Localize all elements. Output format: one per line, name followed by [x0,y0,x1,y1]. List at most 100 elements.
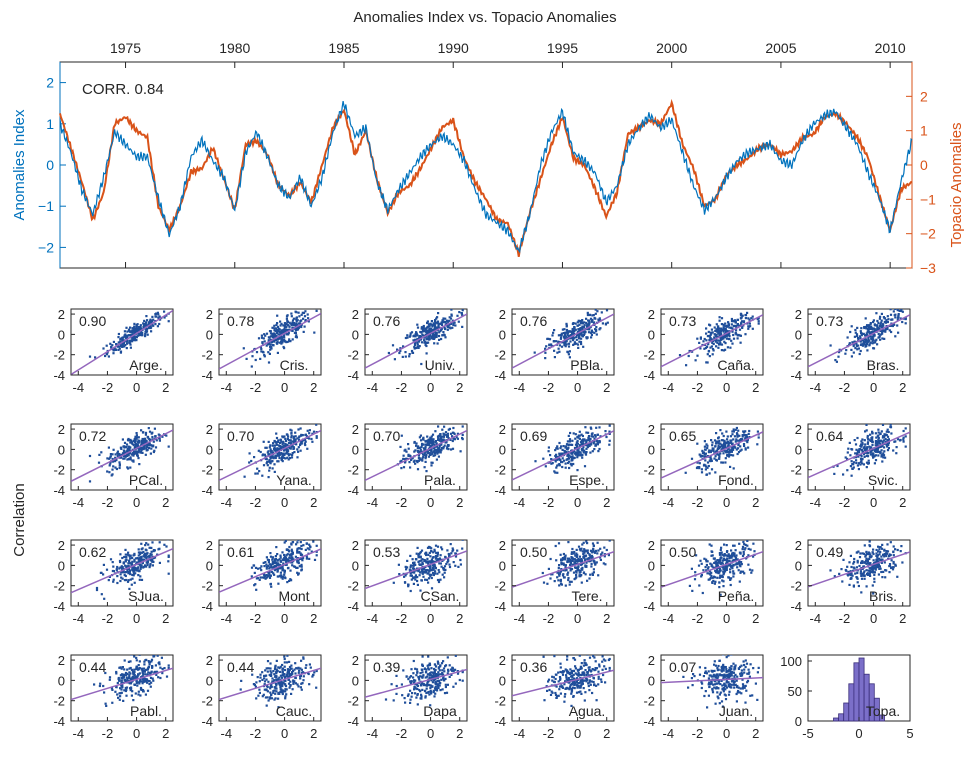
scatter-point [284,330,287,333]
scatter-point [736,562,739,565]
scatter-point [563,449,566,452]
scatter-point [688,349,691,353]
scatter-point [405,457,408,460]
scatter-point [287,452,290,455]
scatter-point [576,469,579,472]
scatter-point [597,450,600,453]
scatter-point [415,346,418,350]
scatter-point [570,580,573,583]
scatter-point [842,473,845,476]
scatter-point [745,434,748,437]
scatter-point [456,304,458,306]
scatter-point [718,342,721,345]
scatter-point [427,323,430,326]
scatter-point [557,347,560,350]
scatter-point [693,578,697,581]
scatter-point [278,330,281,333]
scatter-point [732,438,735,441]
scatter-point [268,330,272,333]
scatter-point [571,455,574,458]
scatter-point [881,330,884,333]
scatter-point [877,428,880,431]
scatter-point [736,306,738,308]
scatter-point [158,561,161,564]
scatter-point [416,343,419,346]
scatter-point [698,462,701,465]
scatter-point [569,451,572,454]
scatter-point [409,554,412,557]
scatter-point [865,466,868,469]
scatter-point [879,432,882,436]
scatter-point [452,437,455,440]
scatter-point [143,558,146,561]
scatter-point [259,567,262,570]
scatter-point [703,440,706,443]
scatter-point [152,444,155,447]
scatter-point [433,328,436,331]
scatter-point [559,458,562,462]
scatter-point [159,318,162,321]
scatter-point [584,549,587,552]
scatter-point [424,455,427,458]
scatter-point [853,560,856,563]
panel-y-tick-label: -4 [201,599,213,614]
scatter-point [714,471,717,474]
scatter-point [555,466,558,469]
scatter-point [855,452,859,455]
scatter-point [446,325,449,328]
scatter-point [137,457,140,460]
scatter-point [724,322,727,325]
scatter-point [416,576,419,579]
scatter-point [134,451,138,454]
scatter-point [748,568,752,571]
scatter-point [855,448,858,451]
scatter-point [582,326,586,329]
scatter-point [846,573,849,576]
scatter-point [727,442,730,445]
scatter-point [428,569,432,572]
scatter-point [712,447,715,450]
scatter-point [578,340,581,343]
scatter-point [736,318,739,321]
scatter-point [107,446,110,449]
scatter-point [566,560,569,564]
scatter-point [583,321,586,324]
scatter-point [873,323,876,326]
scatter-point [441,334,444,337]
scatter-point [735,421,737,423]
scatter-point [438,445,441,448]
scatter-point [417,554,420,557]
scatter-point [297,327,300,330]
scatter-point [100,593,103,596]
scatter-point [269,583,272,586]
scatter-point [573,342,576,346]
scatter-point [603,546,606,549]
scatter-point [272,442,275,445]
scatter-point [127,562,130,565]
scatter-point [557,340,560,343]
scatter-point [429,444,432,447]
scatter-point [129,458,132,461]
scatter-point [708,323,711,326]
scatter-point [873,566,877,569]
scatter-point [268,563,271,566]
scatter-point [127,448,130,451]
panel-y-tick-label: 2 [352,422,359,437]
panel-x-tick-label: -4 [810,495,822,510]
scatter-point [270,455,273,458]
panel-x-tick-label: -4 [514,380,526,395]
scatter-point [279,335,283,338]
scatter-point [557,457,561,460]
scatter-point [712,557,715,560]
scatter-point [131,338,134,341]
scatter-point [723,553,726,556]
scatter-point [444,317,447,320]
scatter-point [289,441,292,445]
scatter-point [866,572,869,575]
scatter-point [136,323,139,326]
scatter-point [132,444,135,447]
scatter-point [146,552,149,555]
scatter-point [732,551,735,555]
scatter-point [304,440,307,443]
